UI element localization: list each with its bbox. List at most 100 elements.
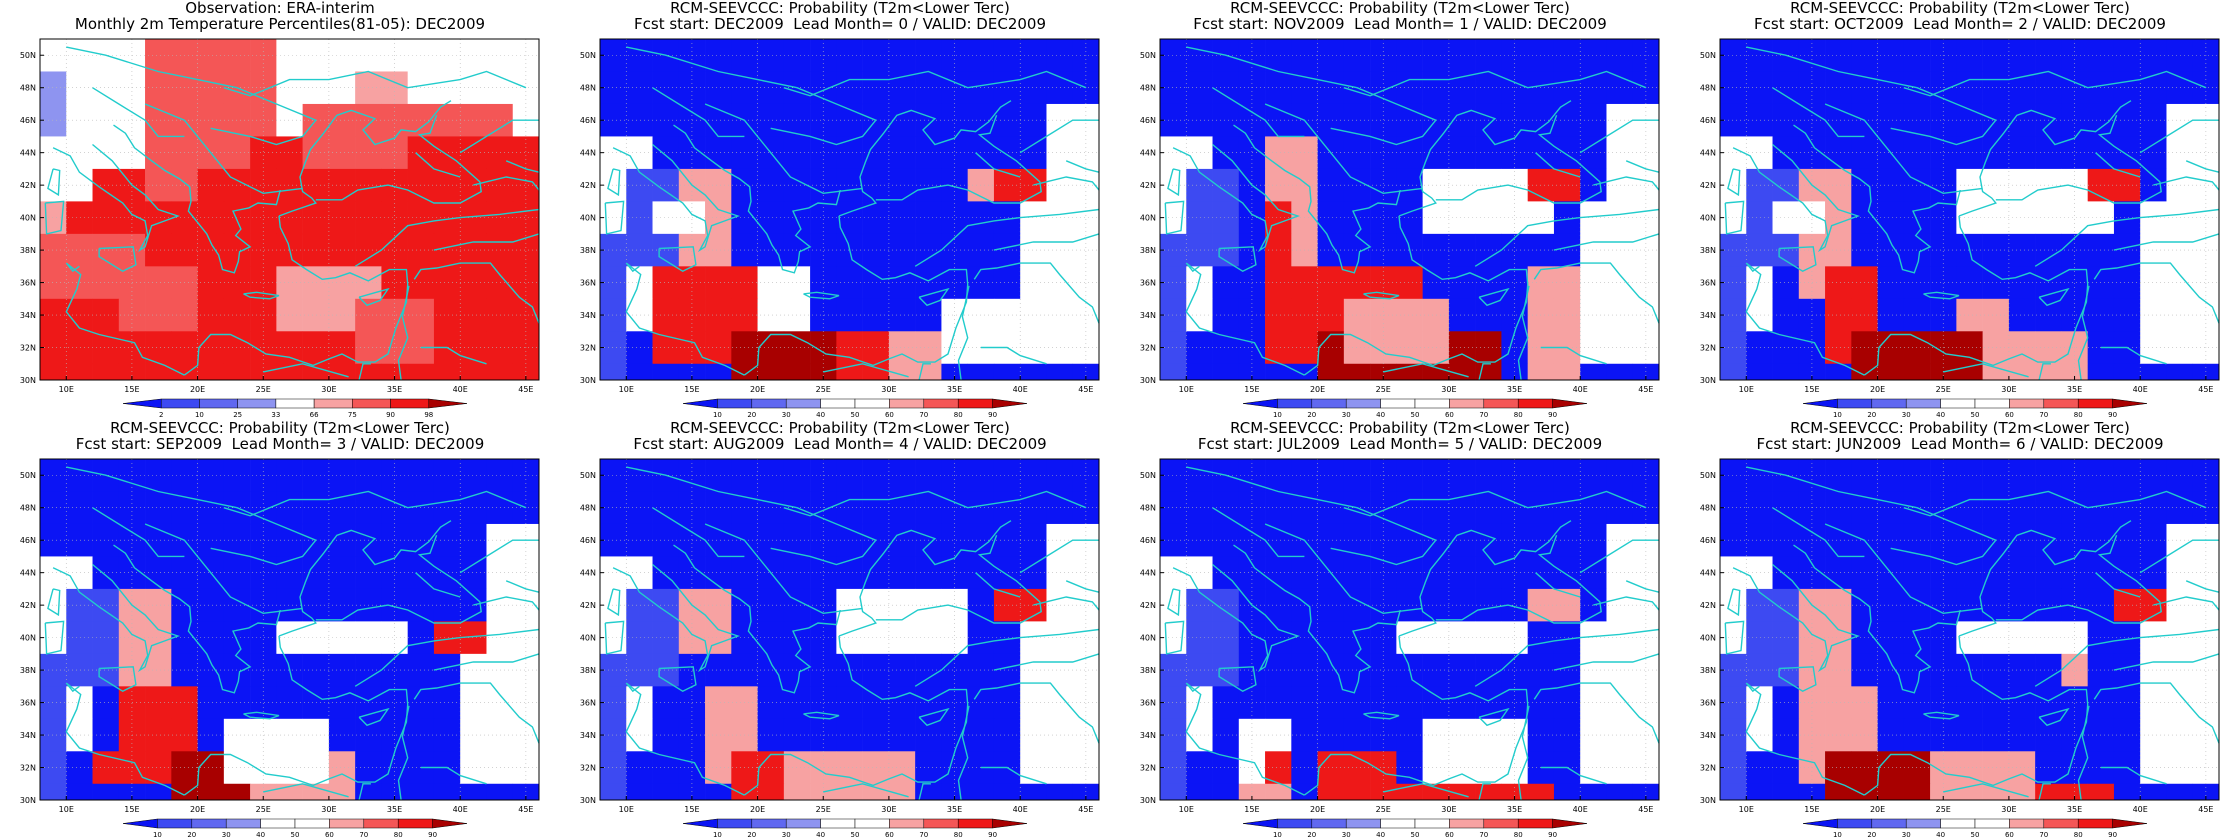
- grid-cell: [118, 783, 146, 801]
- lat-tick-label: 42N: [1700, 601, 1716, 610]
- map-frame: [39, 38, 540, 381]
- grid-cell: [1046, 459, 1074, 492]
- colorbar-label: 90: [1548, 831, 1557, 839]
- lat-tick-label: 32N: [1140, 344, 1156, 353]
- coastline: [838, 100, 1012, 217]
- grid-cell: [1798, 783, 1826, 801]
- coastline: [358, 287, 390, 307]
- grid-cell: [66, 783, 93, 801]
- colorbar-segment: [682, 818, 718, 829]
- coastline: [92, 507, 185, 558]
- lon-tick-label: 30E: [1441, 805, 1456, 814]
- coastline: [1793, 544, 1961, 694]
- panel-subtitle: Fcst start: DEC2009 Lead Month= 0 / VALI…: [634, 15, 1046, 33]
- coastline: [673, 124, 841, 274]
- coastline: [2038, 363, 2051, 381]
- grid-cell: [1825, 751, 1852, 785]
- colorbar-segment: [717, 398, 753, 409]
- lat-tick-label: 32N: [20, 764, 36, 773]
- grid-cell: [512, 201, 540, 235]
- coastline: [358, 783, 371, 801]
- colorbar-label: 20: [747, 411, 756, 419]
- grid-cell: [862, 136, 890, 170]
- grid-cell: [967, 783, 995, 801]
- grid-cell: [678, 783, 706, 801]
- colorbar-segment: [682, 398, 718, 409]
- grid-cell: [1448, 136, 1476, 170]
- grid-cell: [197, 751, 225, 785]
- grid-cell: [1046, 136, 1074, 170]
- grid-cell: [1825, 168, 1852, 202]
- colorbar-segment: [2077, 818, 2113, 829]
- grid-cell: [1877, 491, 1905, 525]
- coastline: [278, 100, 452, 217]
- lat-tick-label: 44N: [1140, 149, 1156, 158]
- grid-cell: [993, 783, 1021, 801]
- coastline: [505, 160, 540, 173]
- colorbar-label: 20: [187, 831, 196, 839]
- grid-cell: [486, 168, 514, 202]
- grid-cell: [197, 298, 225, 332]
- colorbar-segment: [1242, 818, 1278, 829]
- colorbar-segment: [717, 818, 753, 829]
- coastline: [44, 200, 65, 235]
- grid-cell: [1265, 653, 1292, 687]
- colorbar-segment: [1837, 818, 1873, 829]
- grid-cell: [888, 233, 916, 267]
- coastline: [144, 523, 303, 615]
- coastline: [1218, 246, 1257, 272]
- grid-cell: [783, 653, 811, 687]
- colorbar-label: 80: [1514, 831, 1523, 839]
- colorbar-segment: [2043, 398, 2079, 409]
- grid-cell: [223, 331, 251, 365]
- coastline: [98, 666, 137, 692]
- lon-tick-label: 25E: [1376, 805, 1391, 814]
- map-panel: 30N 32N 34N 36N 38N 40N 42N 44N 46N 48N 50N 10E 15E 2…: [1120, 0, 1680, 420]
- grid-cell: [1072, 201, 1100, 235]
- grid-cell: [705, 233, 732, 267]
- grid-cell: [1825, 363, 1852, 381]
- lon-tick-label: 10E: [59, 805, 74, 814]
- grid-cell: [1720, 783, 1747, 801]
- grid-cell: [1903, 331, 1931, 365]
- grid-cell: [145, 233, 172, 267]
- colorbar-label: 80: [954, 831, 963, 839]
- colorbar-segment: [160, 398, 200, 409]
- lon-tick-label: 40E: [1013, 385, 1028, 394]
- coastline: [66, 466, 317, 566]
- coastline: [413, 682, 540, 744]
- grid-cell: [731, 363, 758, 381]
- coastline: [1535, 152, 1581, 178]
- coastline: [1533, 682, 1660, 744]
- coastline: [743, 215, 969, 376]
- coastline: [625, 262, 745, 376]
- lon-tick-label: 25E: [256, 385, 271, 394]
- grid-cell: [1982, 136, 2010, 170]
- grid-cell: [2166, 136, 2194, 170]
- coastline: [2095, 572, 2141, 598]
- coastline: [397, 705, 410, 801]
- grid-cell: [2008, 136, 2036, 170]
- lat-tick-label: 46N: [580, 536, 596, 545]
- grid-cell: [1903, 751, 1931, 785]
- grid-cell: [1265, 621, 1292, 655]
- colorbar-label: 50: [1971, 411, 1980, 419]
- lat-tick-label: 30N: [1140, 376, 1156, 385]
- grid-cell: [705, 491, 732, 525]
- colorbar-label: 70: [1479, 831, 1488, 839]
- map-panel: 30N 32N 34N 36N 38N 40N 42N 44N 46N 48N 50N 10E 15E 2…: [1680, 0, 2240, 420]
- coastline: [993, 233, 1100, 251]
- lat-tick-label: 34N: [20, 731, 36, 740]
- grid-cell: [145, 459, 172, 492]
- grid-cell: [486, 103, 514, 137]
- grid-cell: [1553, 363, 1581, 381]
- map-canvas: 30N 32N 34N 36N 38N 40N 42N 44N 46N 48N 50N 10E 15E 2…: [20, 38, 540, 419]
- grid-cell: [486, 686, 514, 720]
- lon-tick-label: 40E: [1013, 805, 1028, 814]
- grid-cell: [2140, 363, 2167, 381]
- lon-tick-label: 25E: [1936, 385, 1951, 394]
- grid-cell: [731, 783, 758, 801]
- map-panel: 30N 32N 34N 36N 38N 40N 42N 44N 46N 48N 50N 10E 15E 2…: [1680, 420, 2240, 840]
- colorbar-segment: [122, 818, 158, 829]
- grid-cell: [888, 621, 916, 655]
